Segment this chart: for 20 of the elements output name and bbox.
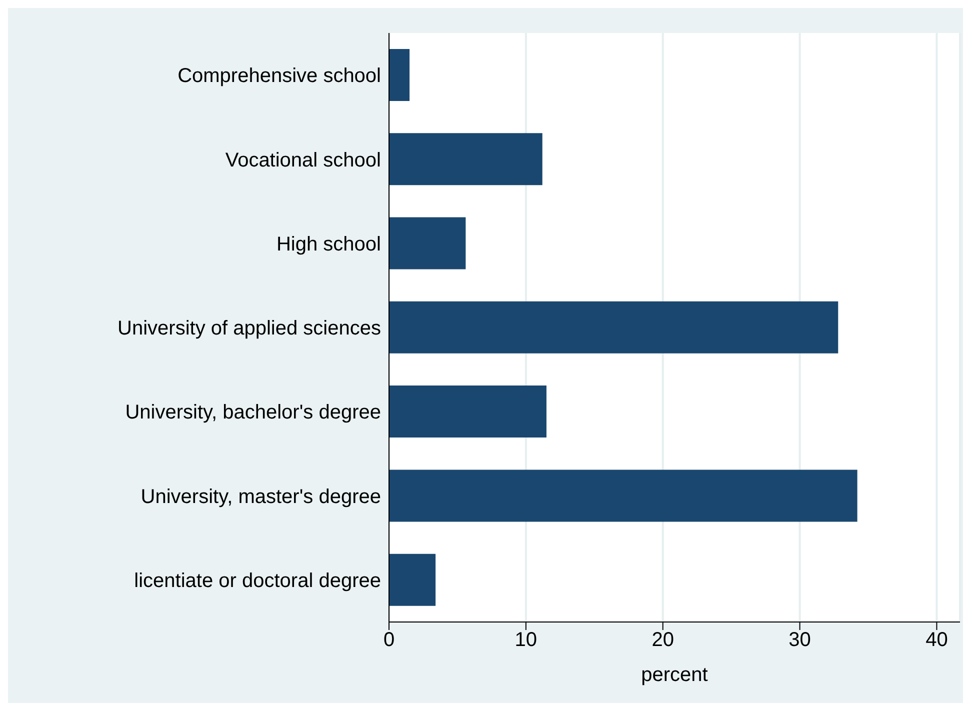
x-tick-label: 10: [514, 629, 538, 652]
y-tick-label: Comprehensive school: [178, 65, 381, 88]
x-axis-title: percent: [641, 664, 708, 686]
bar: [389, 48, 410, 101]
x-tick-label: 40: [926, 629, 948, 652]
x-tick-label: 30: [788, 629, 811, 652]
y-tick-label: Vocational school: [225, 149, 381, 172]
bar: [389, 133, 542, 186]
bar: [389, 470, 858, 522]
x-tick-label: 0: [383, 629, 395, 652]
bar: [389, 301, 838, 354]
y-tick-label: University of applied sciences: [118, 318, 381, 340]
y-tick-label: University, master's degree: [140, 486, 381, 508]
y-tick-label: High school: [276, 233, 381, 256]
x-tick-label: 20: [652, 629, 674, 652]
y-tick-label: University, bachelor's degree: [125, 402, 381, 424]
y-tick-label: licentiate or doctoral degree: [134, 570, 381, 592]
bar: [389, 386, 546, 438]
bar: [389, 217, 466, 270]
bar: [389, 554, 436, 606]
